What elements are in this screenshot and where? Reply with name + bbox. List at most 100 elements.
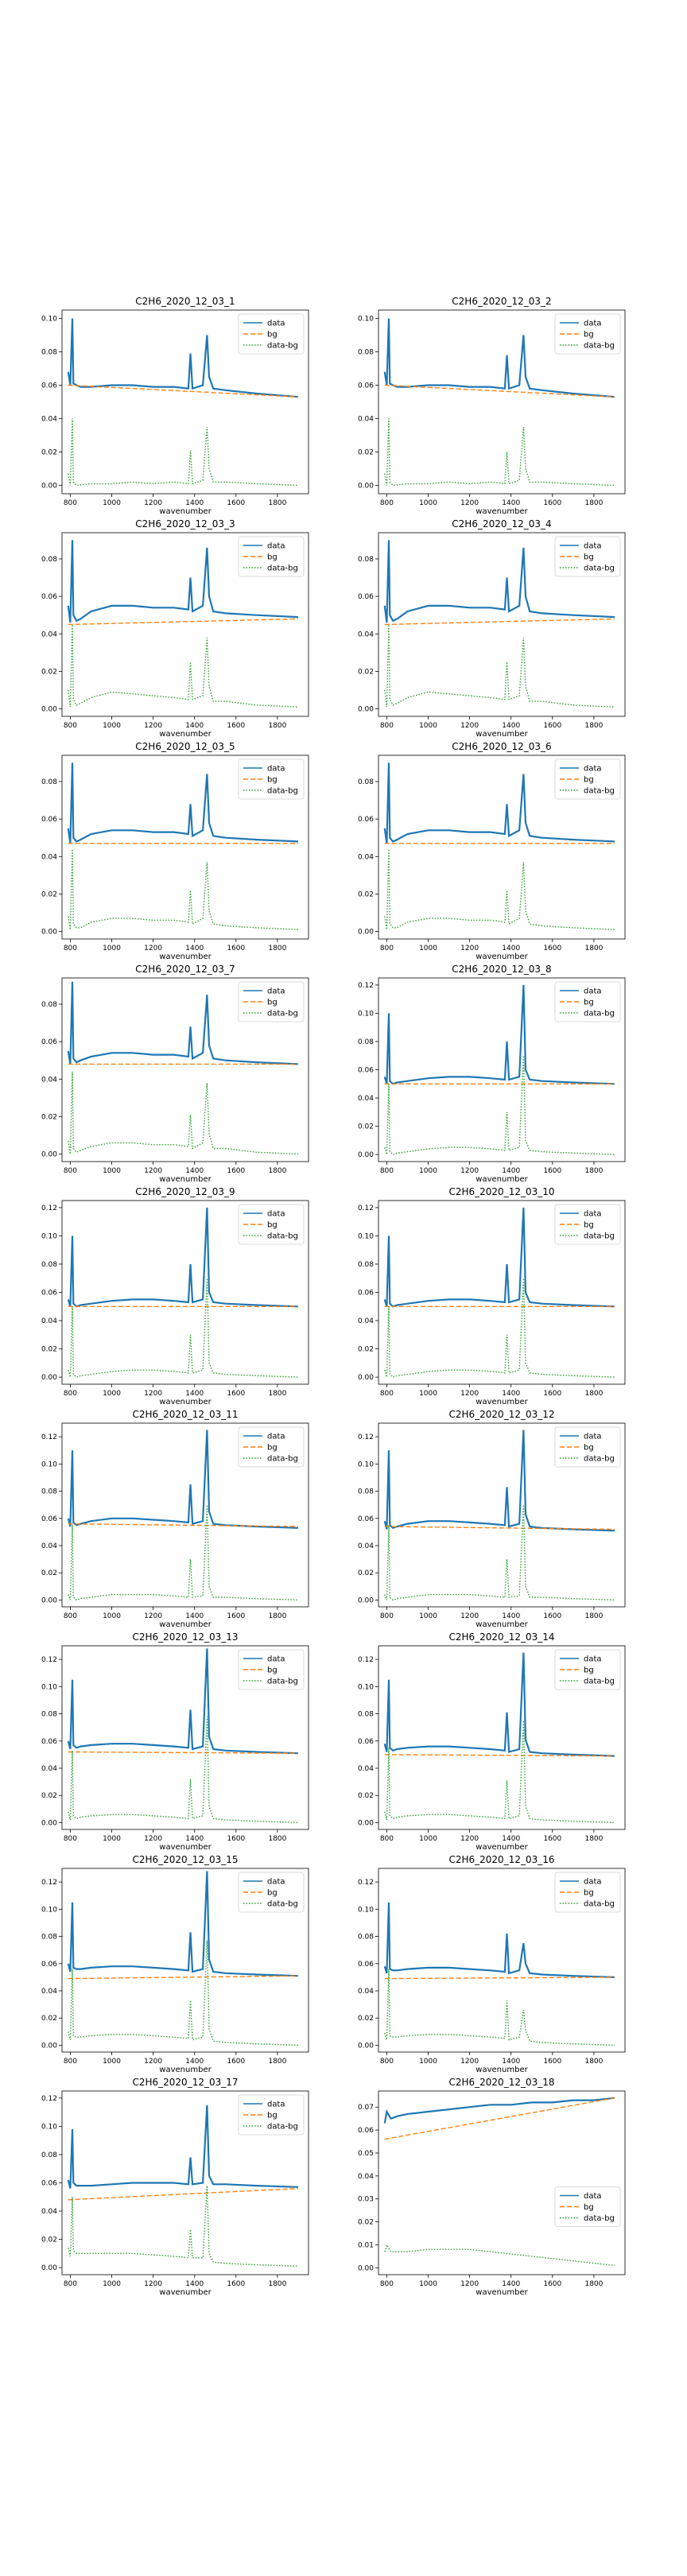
x-tick-label: 1400 (502, 499, 520, 507)
legend-label-data-bg: data-bg (267, 1455, 298, 1464)
axes-frame (61, 1868, 309, 2053)
legend-box (238, 2094, 305, 2136)
legend: data bg data-bg (554, 1204, 621, 1245)
x-tick-label: 800 (64, 499, 77, 507)
y-tick-label: 0.06 (358, 1961, 374, 1969)
x-tick-label: 1400 (185, 2280, 204, 2288)
series-data-line (383, 2097, 615, 2124)
y-tick-label: 0.06 (41, 593, 57, 601)
x-tick-label: 800 (380, 499, 394, 507)
y-tick-label: 0.04 (358, 630, 374, 638)
x-tick-label: 800 (380, 1390, 394, 1398)
y-tick-label: 0.10 (41, 1683, 57, 1691)
x-tick-label: 1600 (543, 945, 561, 952)
legend-label-data-bg: data-bg (584, 1232, 615, 1241)
x-tick-label: 800 (64, 722, 77, 730)
legend-label-bg: bg (267, 999, 278, 1007)
legend-label-data: data (584, 987, 602, 996)
legend-label-bg: bg (584, 999, 594, 1007)
y-tick-label: 0.00 (358, 2042, 374, 2050)
x-tick-label: 1600 (227, 1390, 245, 1398)
legend-label-data-bg: data-bg (584, 787, 615, 796)
y-tick-label: 0.08 (358, 556, 374, 564)
legend-box (554, 1872, 621, 1913)
y-tick-label: 0.06 (358, 593, 374, 601)
y-tick-label: 0.08 (41, 1488, 57, 1496)
legend-label-data: data (584, 765, 602, 774)
x-tick-label: 1200 (144, 722, 162, 730)
y-tick-label: 0.04 (358, 1988, 374, 1996)
series-data-line (383, 1207, 615, 1308)
x-tick-label: 1200 (460, 1835, 479, 1843)
y-tick-label: 0.03 (358, 2196, 374, 2204)
x-axis-label: wavenumber (159, 1620, 212, 1629)
x-tick-label: 1800 (584, 1612, 603, 1620)
x-tick-label: 1200 (460, 1612, 479, 1620)
y-tick-label: 0.04 (41, 1076, 57, 1084)
x-axis-label: wavenumber (159, 507, 212, 516)
legend-label-data-bg: data-bg (267, 787, 298, 796)
legend-box (238, 536, 305, 577)
series-data-line (67, 1207, 299, 1308)
subplot-title: C2H6_2020_12_03_2 (452, 296, 551, 307)
y-tick-label: 0.05 (358, 2150, 374, 2158)
series-data-line (67, 762, 299, 844)
y-tick-label: 0.06 (41, 1961, 57, 1969)
subplot-4: C2H6_2020_12_03_4 800 1000 1200 1400 1600 1800… (358, 518, 626, 739)
y-tick-label: 0.12 (41, 1205, 57, 1212)
series-data-line (67, 1648, 299, 1755)
legend-box (554, 1204, 621, 1245)
y-tick-label: 0.04 (358, 1095, 374, 1103)
series-data-bg-line (68, 1716, 299, 1824)
legend-label-bg: bg (267, 2112, 278, 2120)
x-axis-label: wavenumber (159, 730, 212, 739)
x-tick-label: 800 (64, 2280, 77, 2288)
legend: data bg data-bg (238, 1204, 305, 1245)
subplot-title: C2H6_2020_12_03_14 (448, 1631, 554, 1643)
subplot-12: C2H6_2020_12_03_12 800 1000 1200 1400 1600 180… (358, 1409, 626, 1629)
y-tick-label: 0.08 (358, 349, 374, 357)
subplot-title: C2H6_2020_12_03_9 (135, 1186, 235, 1197)
x-tick-label: 1600 (227, 1835, 245, 1843)
series-bg-line (68, 1975, 299, 1980)
legend-label-data-bg: data-bg (267, 2123, 298, 2132)
x-tick-label: 1000 (419, 2280, 437, 2288)
y-tick-label: 0.00 (41, 1819, 57, 1827)
y-tick-label: 0.02 (358, 668, 374, 676)
x-tick-label: 1200 (144, 1835, 162, 1843)
y-tick-label: 0.10 (358, 1010, 374, 1018)
y-tick-label: 0.02 (41, 1569, 57, 1577)
x-tick-label: 1800 (268, 2280, 286, 2288)
y-tick-label: 0.02 (41, 668, 57, 676)
subplot-17: C2H6_2020_12_03_17 800 1000 1200 1400 1600 180… (41, 2077, 309, 2297)
legend-label-data: data (584, 1210, 602, 1219)
series-bg-line (384, 1977, 615, 1980)
legend-label-data-bg: data-bg (584, 1678, 615, 1686)
subplot-title: C2H6_2020_12_03_16 (448, 1854, 554, 1865)
x-tick-label: 1400 (502, 722, 520, 730)
x-tick-label: 1000 (419, 2058, 437, 2066)
x-tick-label: 1800 (268, 1612, 286, 1620)
y-tick-label: 0.00 (41, 483, 57, 491)
legend: data bg data-bg (554, 536, 621, 577)
x-tick-label: 1400 (185, 722, 204, 730)
subplot-18: C2H6_2020_12_03_18 800 1000 1200 1400 1600 180… (358, 2077, 626, 2297)
x-tick-label: 1400 (502, 1390, 520, 1398)
y-tick-label: 0.08 (41, 1261, 57, 1269)
y-tick-label: 0.00 (358, 706, 374, 714)
legend: data bg data-bg (554, 758, 621, 800)
x-tick-label: 800 (380, 1612, 394, 1620)
y-tick-label: 0.10 (41, 1232, 57, 1240)
y-tick-label: 0.10 (358, 1683, 374, 1691)
y-tick-label: 0.02 (41, 1113, 57, 1121)
y-tick-label: 0.00 (358, 1374, 374, 1382)
series-data-line (67, 1871, 299, 1977)
legend-label-bg: bg (267, 1221, 278, 1230)
legend-label-data: data (267, 320, 285, 328)
y-tick-label: 0.02 (41, 1792, 57, 1800)
x-tick-label: 1400 (502, 1167, 520, 1175)
x-axis-label: wavenumber (475, 2066, 528, 2074)
subplot-title: C2H6_2020_12_03_5 (135, 741, 235, 752)
legend-label-data: data (584, 320, 602, 328)
x-tick-label: 800 (64, 1835, 77, 1843)
